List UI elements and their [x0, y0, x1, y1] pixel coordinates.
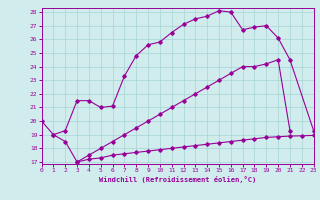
X-axis label: Windchill (Refroidissement éolien,°C): Windchill (Refroidissement éolien,°C) — [99, 176, 256, 183]
